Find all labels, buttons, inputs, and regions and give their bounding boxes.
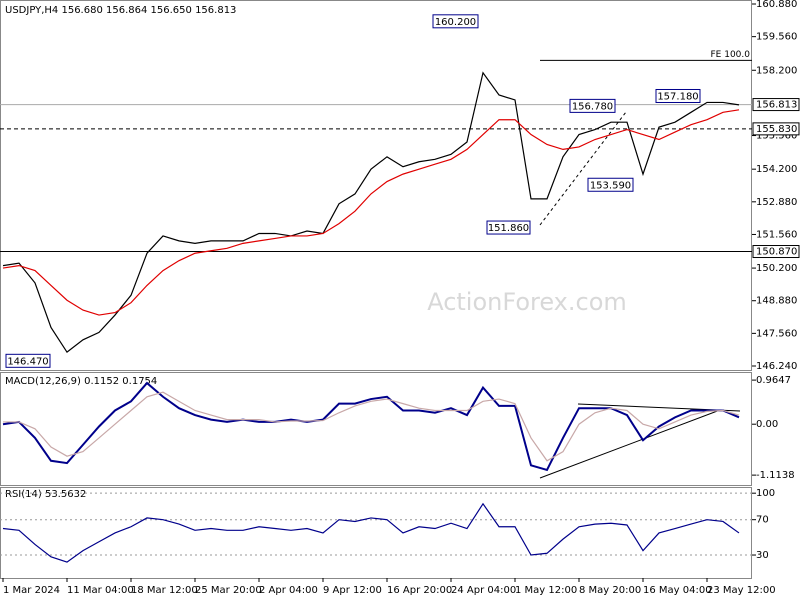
y-tick-label: 147.560: [756, 328, 797, 339]
annotation-box: [486, 220, 531, 235]
y-tick-label: 0.9647: [756, 375, 791, 386]
y-tick-label: 151.560: [756, 229, 797, 240]
annotation-label: 156.780: [572, 101, 613, 112]
y-tick-label: 155.560: [756, 131, 797, 142]
level-box: [752, 245, 800, 259]
fe-label: FE 100.0: [711, 50, 751, 60]
trend-line: [539, 409, 721, 479]
y-tick-label: 154.200: [756, 164, 797, 175]
level-label: 150.870: [756, 247, 797, 258]
x-tick-label: 16 May 04:00: [643, 585, 712, 596]
rsi-title: RSI(14) 53.5632: [5, 489, 86, 500]
y-tick-label: -1.1138: [756, 470, 795, 481]
y-tick-label: 70: [756, 515, 769, 526]
annotation-label: 157.180: [657, 91, 698, 102]
level-label: 156.813: [756, 100, 797, 111]
series-line: [2, 381, 740, 472]
annotation-box: [569, 98, 616, 113]
x-tick-label: 2 Apr 04:00: [259, 585, 318, 596]
macd-panel: [0, 372, 752, 486]
annotation-box: [655, 88, 701, 103]
macd-title: MACD(12,26,9) 0.1152 0.1754: [5, 376, 157, 387]
annotation-box: [5, 353, 51, 368]
series-line: [2, 502, 740, 563]
level-box: [752, 122, 800, 136]
y-tick-label: 160.880: [756, 0, 797, 10]
annotation-label: 151.860: [488, 223, 529, 234]
rsi-panel: [0, 487, 752, 579]
x-tick-label: 11 Mar 04:00: [67, 585, 134, 596]
x-tick-label: 16 Apr 20:00: [387, 585, 452, 596]
watermark: ActionForex.com: [427, 288, 627, 316]
level-label: 155.830: [756, 124, 797, 135]
y-tick-label: 152.880: [756, 197, 797, 208]
y-tick-label: 146.240: [756, 361, 797, 372]
y-tick-label: 150.200: [756, 263, 797, 274]
x-tick-label: 1 Mar 2024: [3, 585, 60, 596]
price-panel: [0, 0, 752, 371]
x-tick-label: 24 Apr 04:00: [451, 585, 516, 596]
x-tick-label: 18 Mar 12:00: [131, 585, 198, 596]
annotation-box: [587, 177, 634, 192]
series-line: [3, 391, 740, 462]
series-line: [2, 109, 740, 316]
series-line: [2, 71, 740, 354]
annotation-label: 160.200: [435, 17, 476, 28]
y-tick-label: 158.200: [756, 65, 797, 76]
y-tick-label: 0.00: [756, 419, 778, 430]
y-tick-label: 100: [756, 488, 775, 499]
x-tick-label: 1 May 12:00: [515, 585, 577, 596]
y-tick-label: 159.560: [756, 32, 797, 43]
x-tick-label: 9 Apr 12:00: [323, 585, 382, 596]
y-tick-label: 148.880: [756, 296, 797, 307]
level-box: [752, 98, 800, 112]
annotation-label: 153.590: [590, 180, 631, 191]
annotation-box: [432, 14, 479, 29]
x-tick-label: 23 May 12:00: [707, 585, 776, 596]
price-title: USDJPY,H4 156.680 156.864 156.650 156.81…: [5, 5, 236, 16]
x-tick-label: 8 May 20:00: [579, 585, 641, 596]
annotation-label: 146.470: [7, 356, 48, 367]
y-tick-label: 30: [756, 550, 769, 561]
x-tick-label: 25 Mar 20:00: [195, 585, 262, 596]
